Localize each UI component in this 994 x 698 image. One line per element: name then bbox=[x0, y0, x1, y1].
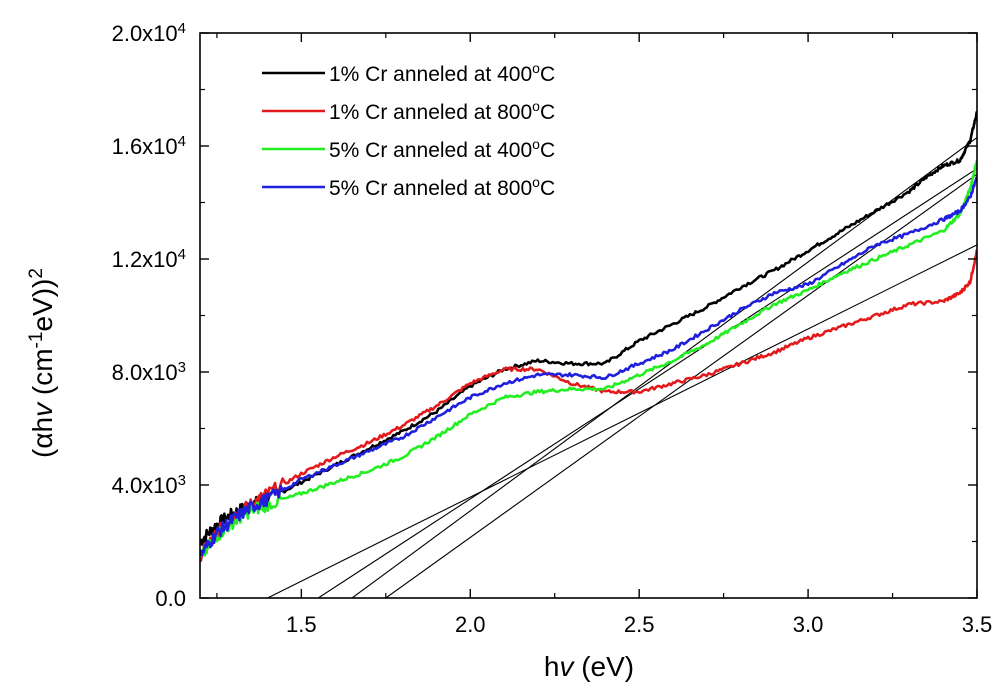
legend-label-2: 1% Cr anneled at 800oC bbox=[329, 98, 555, 124]
x-tick-label: 3.5 bbox=[962, 612, 993, 637]
series-line-4 bbox=[200, 176, 977, 557]
y-tick-label-base: 8.0x10 bbox=[112, 360, 178, 385]
legend-label-degree: o bbox=[532, 60, 540, 76]
y-tick-label: 1.2x104 bbox=[112, 246, 186, 273]
y-tick-label: 4.0x103 bbox=[112, 472, 186, 499]
series-line-2 bbox=[200, 249, 977, 563]
y-tick-label-exponent: 4 bbox=[178, 133, 186, 150]
y-tick-label-base: 1.2x10 bbox=[112, 247, 178, 272]
legend-label-4: 5% Cr anneled at 800oC bbox=[329, 174, 555, 200]
y-axis-title-sup1: -1 bbox=[26, 332, 47, 349]
y-tick-label: 2.0x104 bbox=[112, 20, 186, 47]
plot-frame bbox=[199, 32, 978, 599]
y-axis-title-part1: (αh bbox=[27, 417, 58, 458]
legend-label-main: 1% Cr anneled at 800 bbox=[329, 101, 532, 124]
x-tick-label: 2.5 bbox=[624, 612, 655, 637]
legend-label-unit: C bbox=[540, 63, 555, 86]
y-axis-title-sup2: 2 bbox=[26, 268, 47, 279]
y-axis-title-nu: v bbox=[27, 401, 58, 417]
legend-label-unit: C bbox=[540, 139, 555, 162]
legend-label-degree: o bbox=[532, 98, 540, 114]
y-tick-label-exponent: 3 bbox=[178, 472, 186, 489]
series-line-1 bbox=[200, 110, 977, 546]
series-line-3 bbox=[200, 159, 977, 558]
y-axis-title-part3: eV)) bbox=[27, 279, 58, 332]
legend-label-main: 5% Cr anneled at 400 bbox=[329, 139, 532, 162]
y-tick-label-base: 4.0x10 bbox=[112, 473, 178, 498]
y-tick-label-exponent: 3 bbox=[178, 359, 186, 376]
legend-label-degree: o bbox=[532, 174, 540, 190]
y-tick-label-base: 1.6x10 bbox=[112, 134, 178, 159]
y-tick-label: 1.6x104 bbox=[112, 133, 186, 160]
legend-label-main: 5% Cr anneled at 800 bbox=[329, 177, 532, 200]
y-tick-label-base: 2.0x10 bbox=[112, 21, 178, 46]
x-tick-label: 3.0 bbox=[793, 612, 824, 637]
x-axis-title-h: h bbox=[544, 651, 560, 682]
legend-label-main: 1% Cr anneled at 400 bbox=[329, 63, 532, 86]
x-axis-title-nu: v bbox=[559, 651, 575, 682]
y-tick-label: 0.0 bbox=[155, 586, 186, 611]
y-tick-label: 8.0x103 bbox=[112, 359, 186, 386]
y-tick-label-base: 0.0 bbox=[155, 586, 186, 611]
legend-label-unit: C bbox=[540, 177, 555, 200]
fit-line-4 bbox=[385, 173, 977, 598]
fit-line-1 bbox=[267, 244, 977, 598]
y-tick-label-exponent: 4 bbox=[178, 246, 186, 263]
fit-line-2 bbox=[317, 168, 977, 598]
fit-lines bbox=[267, 137, 977, 598]
x-tick-label: 1.5 bbox=[286, 612, 317, 637]
y-axis-title-part2: (cm bbox=[27, 348, 58, 402]
legend-label-unit: C bbox=[540, 101, 555, 124]
legend-label-degree: o bbox=[532, 136, 540, 152]
y-tick-label-exponent: 4 bbox=[178, 20, 186, 37]
axis-ticks: 1.5 2.0 2.5 3.0 3.50.04.0x1038.0x1031.2x1041… bbox=[112, 20, 993, 638]
series-lines bbox=[200, 110, 977, 563]
legend-label-1: 1% Cr anneled at 400oC bbox=[329, 60, 555, 86]
y-axis-title: (αhv (cm-1eV))2 bbox=[26, 268, 59, 458]
x-tick-label: 2.0 bbox=[455, 612, 486, 637]
x-axis-title-unit: (eV) bbox=[573, 651, 634, 682]
legend-label-3: 5% Cr anneled at 400oC bbox=[329, 136, 555, 162]
x-axis-title: hv (eV) bbox=[544, 651, 634, 682]
